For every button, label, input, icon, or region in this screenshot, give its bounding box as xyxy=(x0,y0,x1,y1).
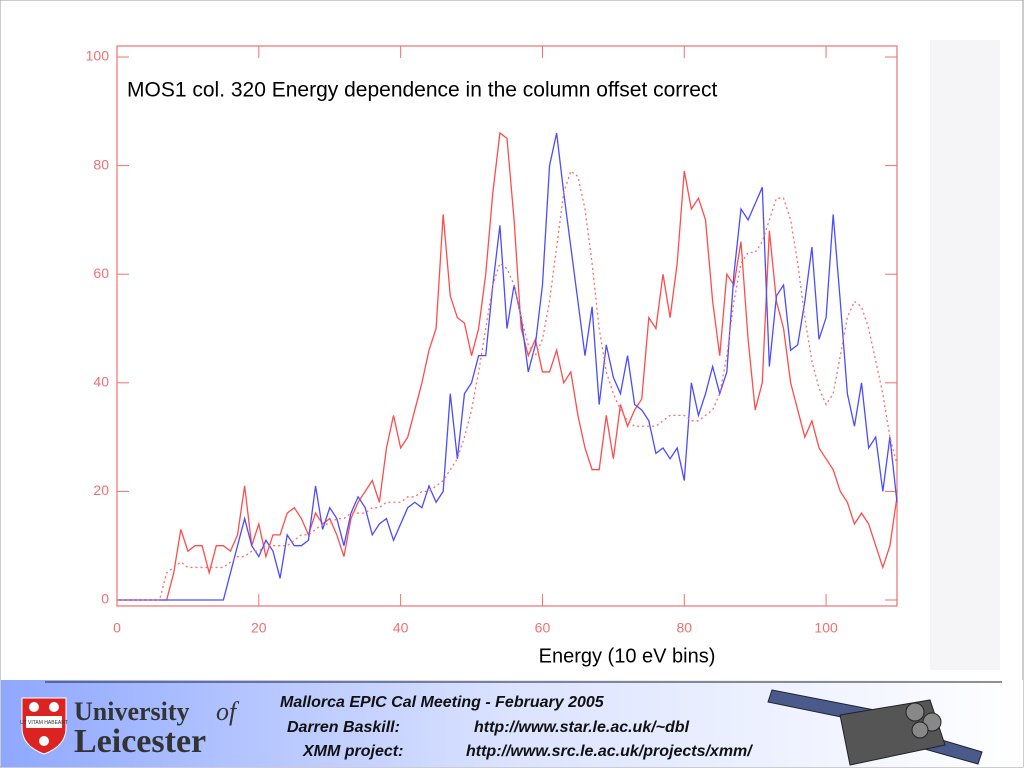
y-tick-label: 60 xyxy=(93,265,109,281)
footer-contact-label: Darren Baskill: xyxy=(287,719,400,736)
footer-contact-url: http://www.star.le.ac.uk/~dbl xyxy=(474,719,690,736)
logo-leicester: Leicester xyxy=(74,723,206,760)
series-line xyxy=(117,131,898,601)
side-strip xyxy=(930,40,1000,670)
footer-project-url: http://www.src.le.ac.uk/projects/xmm/ xyxy=(466,743,753,760)
x-tick-label: 60 xyxy=(535,620,551,636)
x-tick-label: 40 xyxy=(393,620,409,636)
y-tick-label: 100 xyxy=(86,48,110,64)
y-tick-label: 0 xyxy=(101,591,109,607)
logo-university: University xyxy=(74,697,190,726)
y-tick-label: 20 xyxy=(93,482,109,498)
x-axis-label: Energy (10 eV bins) xyxy=(539,645,716,667)
y-tick-label: 40 xyxy=(93,374,109,390)
logo: UT VITAM HABEANT University of Leicester xyxy=(20,697,240,760)
x-tick-label: 80 xyxy=(676,620,692,636)
x-tick-label: 20 xyxy=(251,620,267,636)
series-line xyxy=(117,132,898,601)
logo-motto: UT VITAM HABEANT xyxy=(20,720,68,726)
series-line xyxy=(117,169,898,601)
x-tick-label: 100 xyxy=(814,620,838,636)
logo-of: of xyxy=(216,697,240,726)
plot-frame xyxy=(116,45,898,607)
footer-meeting: Mallorca EPIC Cal Meeting - February 200… xyxy=(280,694,605,711)
footer-project-label: XMM project: xyxy=(302,743,403,760)
y-tick-label: 80 xyxy=(93,156,109,172)
chart-title: MOS1 col. 320 Energy dependence in the c… xyxy=(127,79,717,102)
satellite-image xyxy=(767,689,983,766)
x-tick-label: 0 xyxy=(113,620,121,636)
